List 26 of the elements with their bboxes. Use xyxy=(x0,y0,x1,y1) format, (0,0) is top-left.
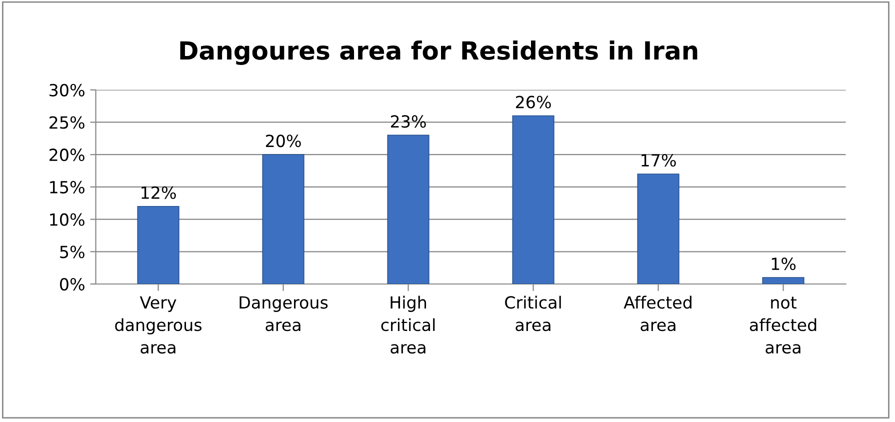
bar xyxy=(262,154,304,284)
bar xyxy=(512,115,554,284)
x-tick-label: not affected area xyxy=(750,296,816,354)
y-tick-label: 20% xyxy=(50,148,84,162)
data-label: 20% xyxy=(266,134,301,148)
bar xyxy=(137,206,180,284)
data-label: 17% xyxy=(642,154,676,167)
data-label: 23% xyxy=(390,115,426,128)
y-tick-label: 15% xyxy=(50,180,84,194)
y-tick-label: 30% xyxy=(50,84,84,96)
x-tick-label: Critical area xyxy=(505,296,561,332)
data-label: 12% xyxy=(142,186,176,199)
bar xyxy=(637,174,680,284)
data-label: 26% xyxy=(516,96,551,108)
data-label: 1% xyxy=(772,258,796,270)
y-tick-label: 5% xyxy=(60,246,84,258)
x-tick-label: Affected area xyxy=(624,296,692,332)
x-tick-label: High critical area xyxy=(381,296,435,354)
y-tick-label: 10% xyxy=(50,213,84,226)
x-tick-label: Dangerous area xyxy=(240,296,328,332)
bar xyxy=(762,277,804,284)
y-tick-label: 0% xyxy=(60,278,84,291)
bar xyxy=(387,134,430,284)
x-tick-label: Very dangerous area xyxy=(115,296,202,354)
chart-title: Dangoures area for Residents in Iran xyxy=(180,40,698,65)
y-tick-label: 25% xyxy=(50,116,84,129)
